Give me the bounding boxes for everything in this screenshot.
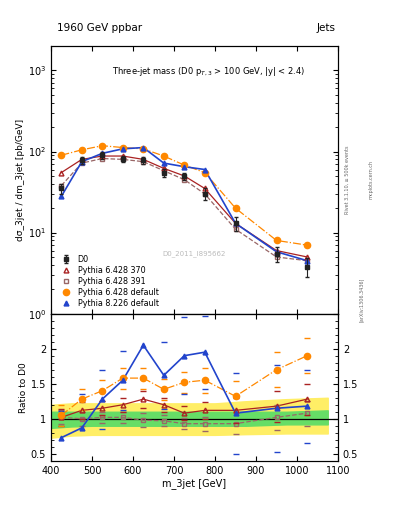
Y-axis label: Ratio to D0: Ratio to D0 (19, 362, 28, 413)
Text: Rivet 3.1.10, ≥ 500k events: Rivet 3.1.10, ≥ 500k events (345, 145, 350, 214)
Y-axis label: dσ_3jet / dm_3jet [pb/GeV]: dσ_3jet / dm_3jet [pb/GeV] (16, 119, 25, 241)
Text: [arXiv:1306.3436]: [arXiv:1306.3436] (359, 278, 364, 323)
Text: Three-jet mass (D0 p$_{T,3}$ > 100 GeV, |y| < 2.4): Three-jet mass (D0 p$_{T,3}$ > 100 GeV, … (112, 65, 306, 78)
Text: D0_2011_I895662: D0_2011_I895662 (163, 250, 226, 257)
Legend: D0, Pythia 6.428 370, Pythia 6.428 391, Pythia 6.428 default, Pythia 8.226 defau: D0, Pythia 6.428 370, Pythia 6.428 391, … (55, 253, 160, 310)
Text: Jets: Jets (317, 23, 336, 33)
X-axis label: m_3jet [GeV]: m_3jet [GeV] (162, 478, 227, 489)
Text: mcplots.cern.ch: mcplots.cern.ch (369, 160, 373, 199)
Text: 1960 GeV ppbar: 1960 GeV ppbar (57, 23, 142, 33)
